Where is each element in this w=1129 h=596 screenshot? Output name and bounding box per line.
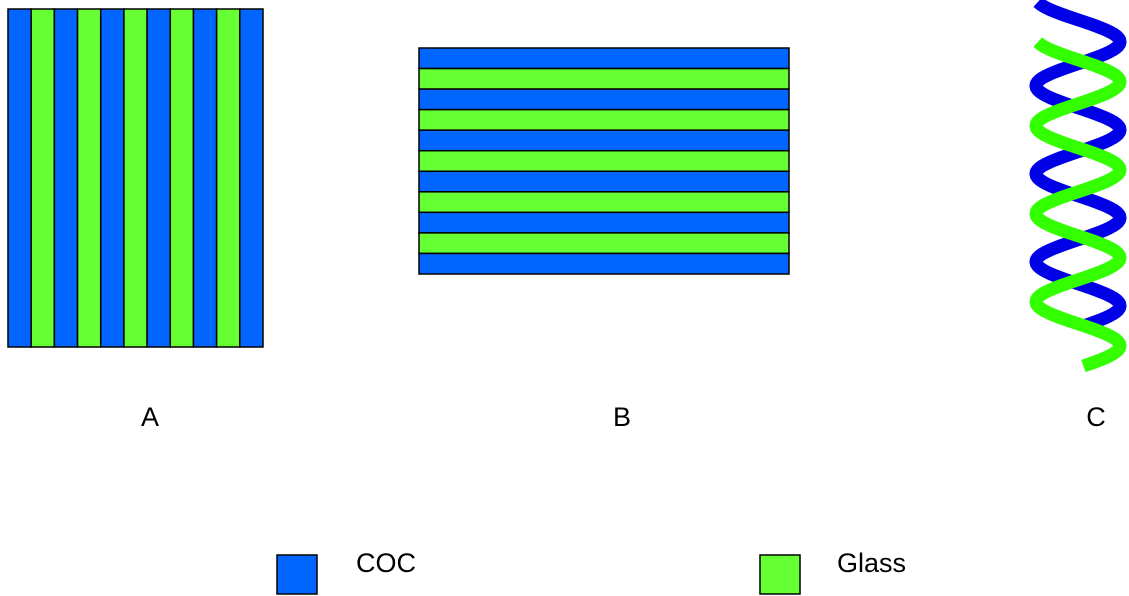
- stripe-glass: [30, 8, 56, 348]
- stripe-coc: [239, 8, 264, 348]
- helix-strand-glass: [1029, 37, 1127, 373]
- stripe-coc: [418, 47, 790, 70]
- legend-swatch-glass: [759, 554, 801, 595]
- stripe-coc: [418, 170, 790, 193]
- stripe-glass: [215, 8, 241, 348]
- panel-b-horizontal-stripes: [418, 47, 790, 275]
- panel-a-label: A: [141, 402, 159, 432]
- stripe-glass: [169, 8, 195, 348]
- stripe-coc: [418, 211, 790, 234]
- stripe-coc: [192, 8, 218, 348]
- helix-strand-coc: [1029, 0, 1127, 333]
- stripe-coc: [99, 8, 125, 348]
- legend-swatch-coc: [276, 554, 318, 595]
- panel-b-label: B: [613, 402, 631, 432]
- stripe-glass: [418, 232, 790, 255]
- stripe-glass: [76, 8, 102, 348]
- legend-label-coc: COC: [356, 548, 416, 578]
- panel-a-vertical-stripes: [7, 8, 264, 348]
- stripe-coc: [418, 129, 790, 152]
- panel-c-label: C: [1086, 402, 1106, 432]
- stripe-coc: [7, 8, 32, 348]
- stripe-glass: [123, 8, 148, 348]
- stripe-glass: [418, 67, 790, 90]
- panel-c-helix: [1029, 0, 1127, 373]
- stripe-coc: [146, 8, 172, 348]
- stripe-coc: [418, 88, 790, 111]
- stripe-glass: [418, 149, 790, 173]
- stripe-coc: [53, 8, 79, 348]
- stripe-glass: [418, 191, 790, 214]
- stripe-coc: [418, 252, 790, 275]
- stripe-glass: [418, 108, 790, 131]
- legend-label-glass: Glass: [837, 548, 906, 578]
